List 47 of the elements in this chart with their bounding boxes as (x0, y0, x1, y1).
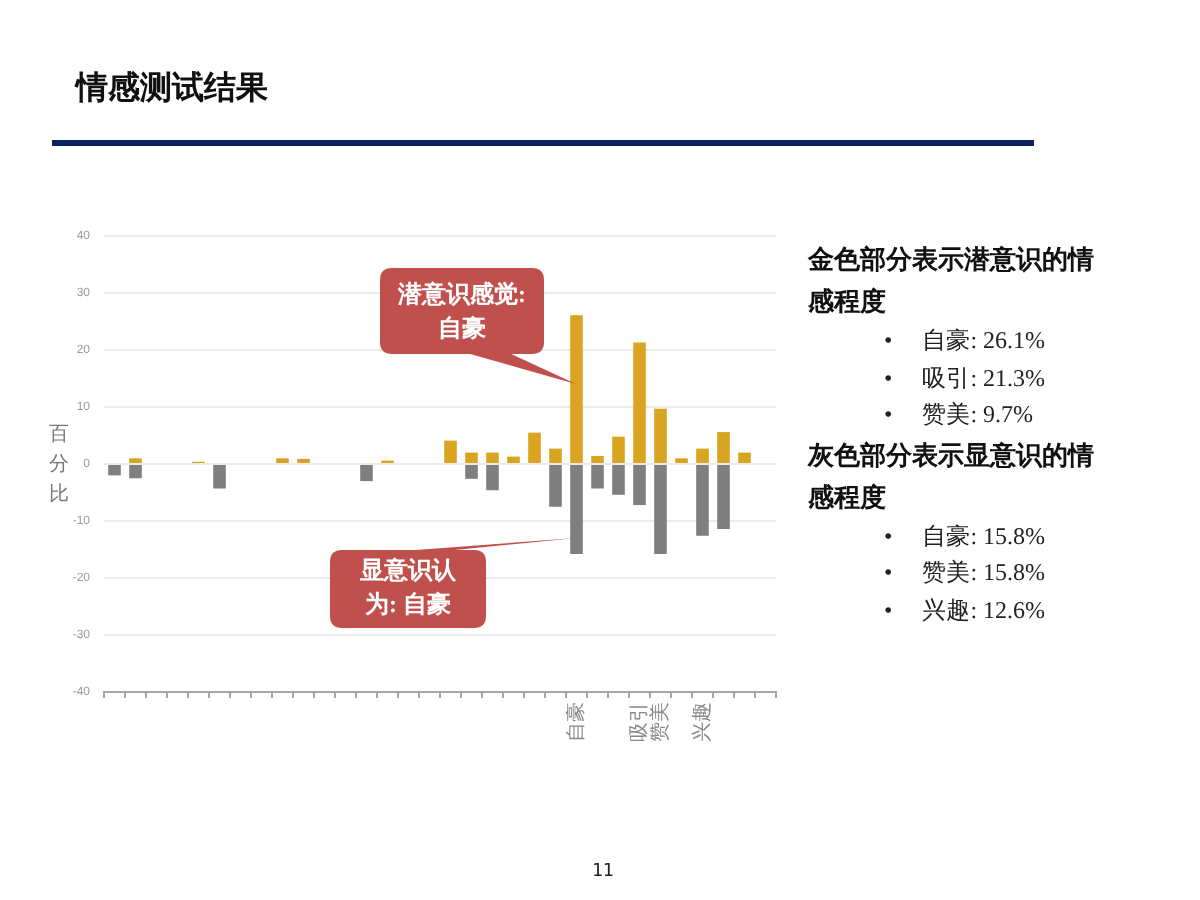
bar (549, 448, 562, 463)
bar (486, 465, 499, 491)
x-tick-label: 兴趣 (689, 702, 714, 742)
bar (213, 465, 226, 489)
x-tick-label: 赞美 (647, 702, 672, 742)
annotation: 显意识认为: 自豪 (358, 554, 458, 623)
text: • 自豪: 26.1% (884, 324, 1046, 358)
text: • 自豪: 15.8% (884, 519, 1046, 553)
chart-title: 情感测试结果 (76, 69, 268, 110)
y-axis-title: 百分比 (48, 422, 70, 510)
bar (486, 452, 499, 463)
bar (129, 465, 142, 479)
bar (696, 448, 709, 463)
bar (465, 465, 478, 479)
text: 灰色部分表示显意识的情感程度 (808, 437, 1096, 515)
x-tick-label: 吸引 (628, 702, 651, 742)
bar (591, 465, 604, 489)
annotation: 潜意识感觉: 自豪 (396, 277, 528, 345)
bar (717, 432, 730, 463)
bar (717, 465, 730, 529)
bar (549, 465, 562, 507)
bar (444, 440, 457, 463)
bar (360, 465, 373, 482)
bar (612, 436, 625, 463)
speech-bubble: 潜意识感觉: 自豪 (380, 268, 577, 385)
bar (654, 465, 667, 555)
bar (528, 432, 541, 463)
bar (633, 465, 646, 506)
bar (570, 465, 583, 555)
bar (633, 342, 646, 463)
bar (507, 456, 520, 463)
bar (108, 465, 121, 476)
bar (591, 456, 604, 463)
bar (738, 452, 751, 463)
text: • 赞美: 9.7% (884, 398, 1034, 432)
text: 金色部分表示潜意识的情感程度 (808, 242, 1096, 320)
x-tick-label: 自豪 (563, 702, 588, 742)
text: • 兴趣: 12.6% (884, 593, 1046, 627)
bar (696, 465, 709, 536)
text: • 赞美: 15.8% (884, 556, 1046, 590)
bar (465, 452, 478, 463)
bar (654, 408, 667, 463)
text: • 吸引: 21.3% (884, 361, 1046, 395)
bar (570, 315, 583, 463)
speech-bubble: 显意识认为: 自豪 (330, 538, 577, 628)
bar (612, 465, 625, 495)
text: 11 (592, 862, 614, 882)
